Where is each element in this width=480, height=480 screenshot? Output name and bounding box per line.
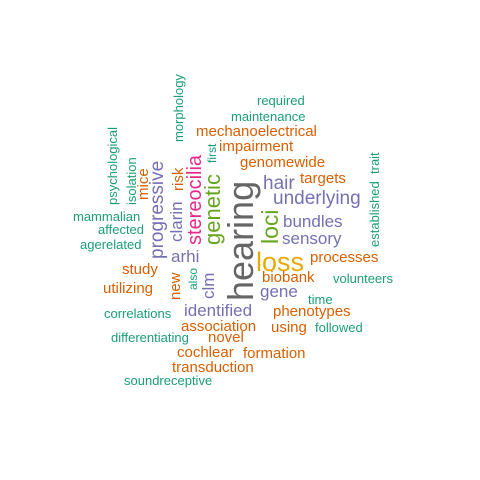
word-processes: processes (310, 249, 379, 266)
word-loci: loci (257, 209, 283, 244)
word-hair: hair (263, 173, 295, 194)
word-established: established (367, 181, 382, 247)
word-clm: clm (199, 272, 218, 299)
word-mammalian: mammalian (73, 209, 141, 224)
word-cochlear: cochlear (177, 344, 234, 361)
word-soundreceptive: soundreceptive (124, 373, 213, 388)
word-first: first (205, 143, 219, 163)
word-underlying: underlying (273, 188, 361, 209)
word-sensory: sensory (282, 229, 342, 248)
word-required: required (257, 93, 305, 108)
word-hearing: hearing (220, 180, 261, 301)
word-phenotypes: phenotypes (273, 303, 351, 320)
word-impairment: impairment (219, 138, 294, 155)
word-association: association (181, 318, 257, 335)
word-affected: affected (98, 222, 145, 237)
word-novel: novel (208, 329, 244, 346)
word-clarin: clarin (167, 201, 186, 242)
word-agerelated: agerelated (80, 237, 142, 252)
word-new: new (167, 272, 184, 300)
word-volunteers: volunteers (333, 271, 393, 286)
word-risk: risk (170, 167, 187, 191)
word-transduction: transduction (172, 359, 254, 376)
word-identified: identified (184, 301, 253, 320)
word-study: study (122, 261, 158, 278)
word-utilizing: utilizing (103, 280, 154, 297)
word-using: using (271, 319, 307, 336)
word-targets: targets (300, 170, 346, 187)
word-followed: followed (315, 320, 363, 335)
word-trait: trait (367, 152, 382, 174)
word-time: time (308, 292, 333, 307)
word-differentiating: differentiating (111, 330, 189, 345)
word-formation: formation (243, 345, 306, 362)
word-genomewide: genomewide (240, 154, 326, 171)
word-progressive: progressive (147, 160, 168, 259)
word-arhi: arhi (171, 247, 200, 266)
word-mechanoelectrical: mechanoelectrical (196, 123, 317, 140)
word-maintenance: maintenance (231, 109, 306, 124)
word-bundles: bundles (283, 212, 343, 231)
word-also: also (186, 267, 200, 290)
word-morphology: morphology (171, 74, 186, 142)
word-psychological: psychological (105, 126, 120, 205)
word-correlations: correlations (104, 306, 172, 321)
word-biobank: biobank (262, 269, 315, 286)
word-loss: loss (256, 247, 305, 277)
word-gene: gene (260, 282, 298, 301)
word-genetic: genetic (200, 174, 225, 245)
